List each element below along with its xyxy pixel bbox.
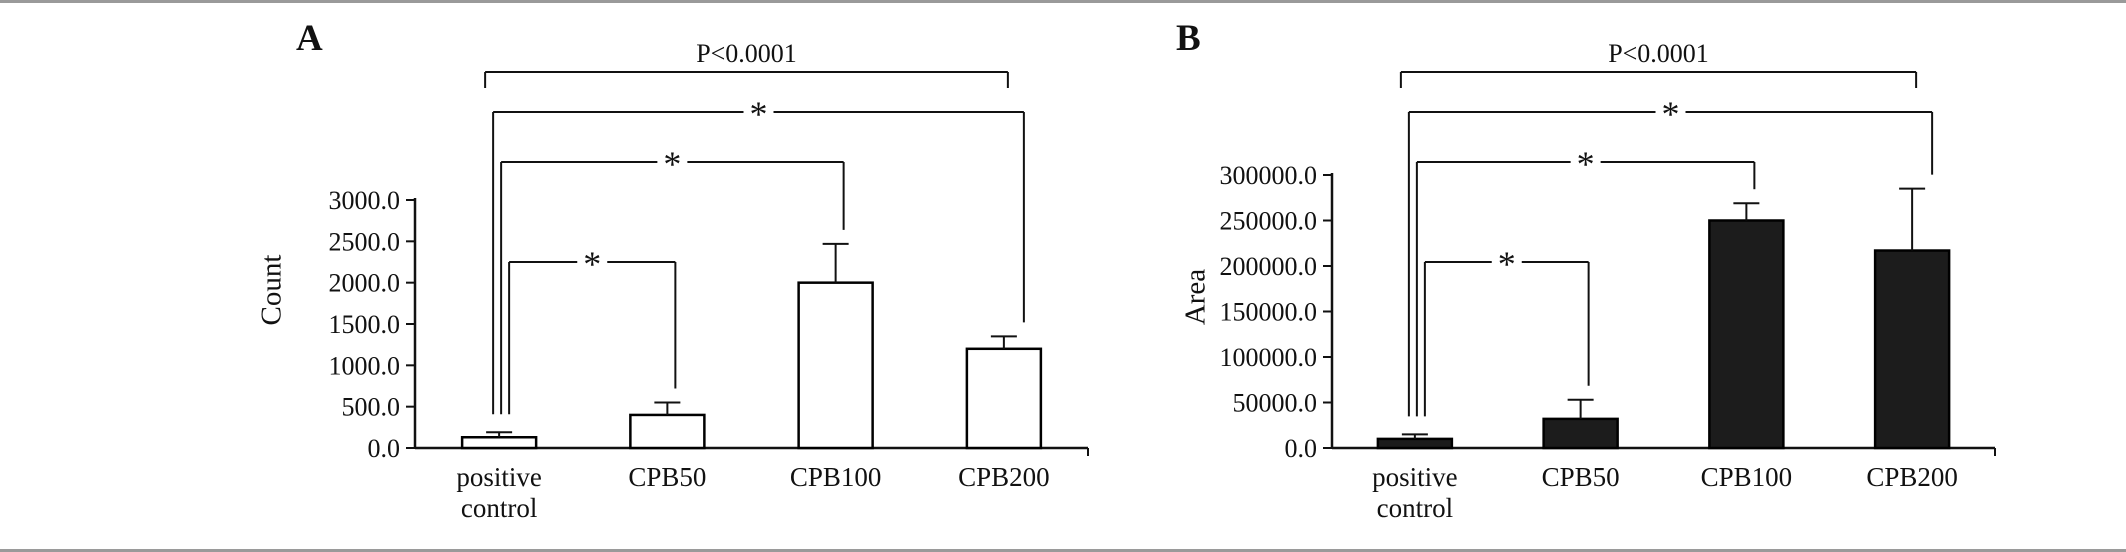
y-tick-label: 1500.0 (329, 310, 401, 339)
x-category-label: positive (1372, 462, 1458, 492)
y-tick-label: 200000.0 (1220, 252, 1318, 281)
y-tick-label: 0.0 (368, 434, 401, 463)
y-tick-label: 150000.0 (1220, 298, 1318, 327)
y-tick-label: 50000.0 (1233, 389, 1318, 418)
significance-label-backing (577, 250, 608, 274)
x-category-label: CPB100 (1701, 462, 1793, 492)
significance-label: P<0.0001 (696, 39, 797, 68)
bar (797, 281, 874, 450)
y-tick-label: 500.0 (342, 393, 401, 422)
x-category-label: control (1377, 493, 1453, 523)
y-tick-label: 2000.0 (329, 269, 401, 298)
x-category-label: CPB100 (790, 462, 882, 492)
y-tick-label: 1000.0 (329, 351, 401, 380)
y-tick-label: 250000.0 (1220, 207, 1318, 236)
significance-label: * (1498, 244, 1516, 284)
significance-label-backing (743, 100, 774, 124)
figure-border-top (0, 0, 2126, 3)
y-tick-label: 2500.0 (329, 227, 401, 256)
significance-label: * (1577, 144, 1595, 184)
significance-label-backing (657, 150, 688, 174)
significance-label-backing (1491, 250, 1522, 274)
bar (965, 347, 1043, 450)
bar (1542, 417, 1619, 450)
bar (460, 436, 538, 450)
panel-b-label: B (1176, 18, 1201, 59)
significance-label: * (1662, 94, 1680, 134)
significance-label-backing (1655, 100, 1686, 124)
x-category-label: control (461, 493, 537, 523)
panel-a-label: A (296, 18, 323, 59)
significance-label: * (663, 144, 681, 184)
figure-border-bottom (0, 549, 2126, 552)
bar (1873, 249, 1951, 450)
significance-label: * (750, 94, 768, 134)
bar (1376, 437, 1454, 450)
x-category-label: CPB50 (628, 462, 706, 492)
y-tick-label: 100000.0 (1220, 343, 1318, 372)
x-category-label: CPB50 (1542, 462, 1620, 492)
significance-label: P<0.0001 (1608, 39, 1709, 68)
x-category-label: positive (456, 462, 542, 492)
y-tick-label: 300000.0 (1220, 161, 1318, 190)
y-tick-label: 0.0 (1285, 434, 1318, 463)
y-tick-label: 3000.0 (329, 186, 401, 215)
bar (629, 413, 706, 450)
significance-label: * (583, 244, 601, 284)
x-category-label: CPB200 (958, 462, 1050, 492)
bar (1708, 219, 1785, 450)
x-category-label: CPB200 (1866, 462, 1958, 492)
significance-label-backing (1570, 150, 1601, 174)
